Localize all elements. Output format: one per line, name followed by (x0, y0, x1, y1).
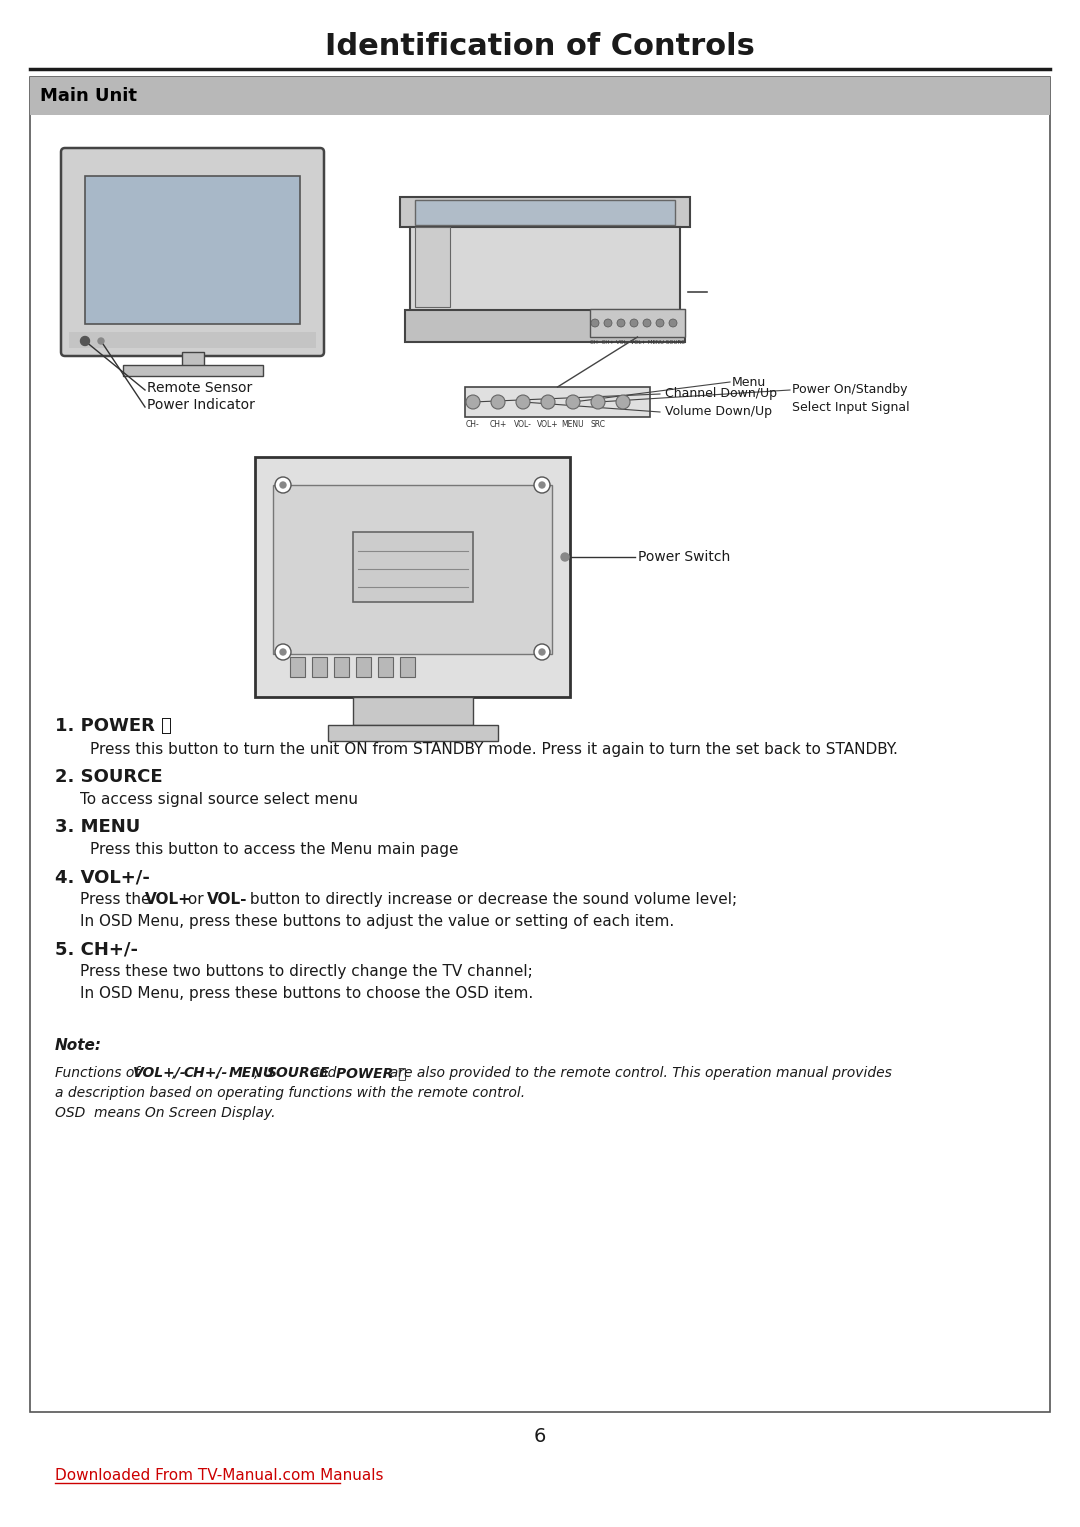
Circle shape (561, 553, 569, 560)
Bar (30, 76, 1050, 115)
Text: VOL+/-: VOL+/- (133, 1066, 187, 1080)
Text: 3. MENU: 3. MENU (55, 818, 140, 835)
Bar (352, 696, 473, 725)
Bar (465, 386, 650, 417)
Circle shape (604, 319, 612, 327)
Text: In OSD Menu, press these buttons to adjust the value or setting of each item.: In OSD Menu, press these buttons to adju… (80, 915, 674, 928)
Text: POWER ⏻: POWER ⏻ (336, 1066, 406, 1080)
Circle shape (275, 644, 291, 660)
Text: Power On/Standby: Power On/Standby (792, 383, 907, 397)
Circle shape (534, 476, 550, 493)
Circle shape (566, 395, 580, 409)
Text: VOL-: VOL- (207, 892, 247, 907)
Text: Identification of Controls: Identification of Controls (325, 32, 755, 61)
Text: a description based on operating functions with the remote control.: a description based on operating functio… (55, 1086, 525, 1099)
Bar (378, 657, 393, 676)
Bar (122, 365, 262, 376)
Circle shape (630, 319, 638, 327)
Text: CH+/-: CH+/- (184, 1066, 228, 1080)
Text: VOL+: VOL+ (537, 420, 558, 429)
Text: Downloaded From TV-Manual.com Manuals: Downloaded From TV-Manual.com Manuals (55, 1467, 383, 1483)
Circle shape (539, 483, 545, 489)
Text: Menu: Menu (732, 376, 766, 388)
Bar (400, 197, 690, 228)
Text: 6: 6 (534, 1428, 546, 1446)
Circle shape (591, 319, 599, 327)
Text: Remote Sensor: Remote Sensor (147, 382, 253, 395)
Circle shape (98, 337, 104, 344)
Text: VOL-: VOL- (514, 420, 532, 429)
Bar (291, 657, 305, 676)
Text: 5. CH+/-: 5. CH+/- (55, 941, 138, 957)
Bar (327, 725, 498, 741)
Text: SRC: SRC (591, 420, 606, 429)
Text: In OSD Menu, press these buttons to choose the OSD item.: In OSD Menu, press these buttons to choo… (80, 986, 534, 1002)
Text: Channel Down/Up: Channel Down/Up (665, 388, 777, 400)
Text: Functions of: Functions of (55, 1066, 144, 1080)
Text: Power Indicator: Power Indicator (147, 399, 255, 412)
Circle shape (516, 395, 530, 409)
Bar (405, 310, 685, 342)
Bar (410, 228, 680, 312)
Bar (590, 308, 685, 337)
Bar (400, 657, 415, 676)
Text: Press these two buttons to directly change the TV channel;: Press these two buttons to directly chan… (80, 964, 532, 979)
Text: are also provided to the remote control. This operation manual provides: are also provided to the remote control.… (381, 1066, 892, 1080)
Circle shape (617, 319, 625, 327)
Bar (69, 331, 316, 348)
Text: Power Switch: Power Switch (638, 550, 730, 563)
Bar (415, 200, 675, 224)
Text: MENU: MENU (229, 1066, 274, 1080)
Circle shape (81, 336, 90, 345)
Text: To access signal source select menu: To access signal source select menu (80, 793, 357, 806)
Bar (30, 76, 1050, 1412)
Text: or: or (183, 892, 208, 907)
Text: MENU: MENU (562, 420, 584, 429)
Text: 2. SOURCE: 2. SOURCE (55, 768, 163, 786)
Text: Press this button to access the Menu main page: Press this button to access the Menu mai… (90, 841, 459, 857)
Text: Volume Down/Up: Volume Down/Up (665, 406, 772, 418)
FancyBboxPatch shape (60, 148, 324, 356)
Circle shape (491, 395, 505, 409)
Text: Select Input Signal: Select Input Signal (792, 400, 909, 414)
Text: ,: , (216, 1066, 226, 1080)
Bar (312, 657, 327, 676)
Circle shape (669, 319, 677, 327)
Circle shape (541, 395, 555, 409)
Circle shape (643, 319, 651, 327)
Text: 1. POWER ⏻: 1. POWER ⏻ (55, 718, 172, 734)
Text: ,: , (172, 1066, 180, 1080)
Text: SOURCE: SOURCE (267, 1066, 329, 1080)
Text: Main Unit: Main Unit (40, 87, 137, 105)
Bar (334, 657, 349, 676)
Bar (255, 457, 570, 696)
Circle shape (591, 395, 605, 409)
Text: OSD  means On Screen Display.: OSD means On Screen Display. (55, 1106, 275, 1119)
Circle shape (275, 476, 291, 493)
Text: Press the: Press the (80, 892, 156, 907)
Circle shape (539, 649, 545, 655)
Bar (352, 531, 473, 602)
Circle shape (534, 644, 550, 660)
Circle shape (656, 319, 664, 327)
Circle shape (280, 649, 286, 655)
Bar (356, 657, 372, 676)
Text: Press this button to turn the unit ON from STANDBY mode. Press it again to turn : Press this button to turn the unit ON fr… (90, 742, 897, 757)
Text: Note:: Note: (55, 1038, 102, 1054)
Text: button to directly increase or decrease the sound volume level;: button to directly increase or decrease … (245, 892, 738, 907)
Circle shape (280, 483, 286, 489)
Text: ,: , (255, 1066, 264, 1080)
Bar (181, 353, 203, 366)
Text: CH- CH+ VOL- VOL+ MENU SOURC: CH- CH+ VOL- VOL+ MENU SOURC (590, 341, 685, 345)
Text: VOL+: VOL+ (145, 892, 192, 907)
Bar (273, 486, 552, 654)
Text: CH+: CH+ (489, 420, 507, 429)
Text: and: and (306, 1066, 340, 1080)
Circle shape (616, 395, 630, 409)
Circle shape (465, 395, 480, 409)
Text: 4. VOL+/-: 4. VOL+/- (55, 867, 150, 886)
Bar (415, 228, 450, 307)
Bar (85, 176, 300, 324)
Text: CH-: CH- (467, 420, 480, 429)
